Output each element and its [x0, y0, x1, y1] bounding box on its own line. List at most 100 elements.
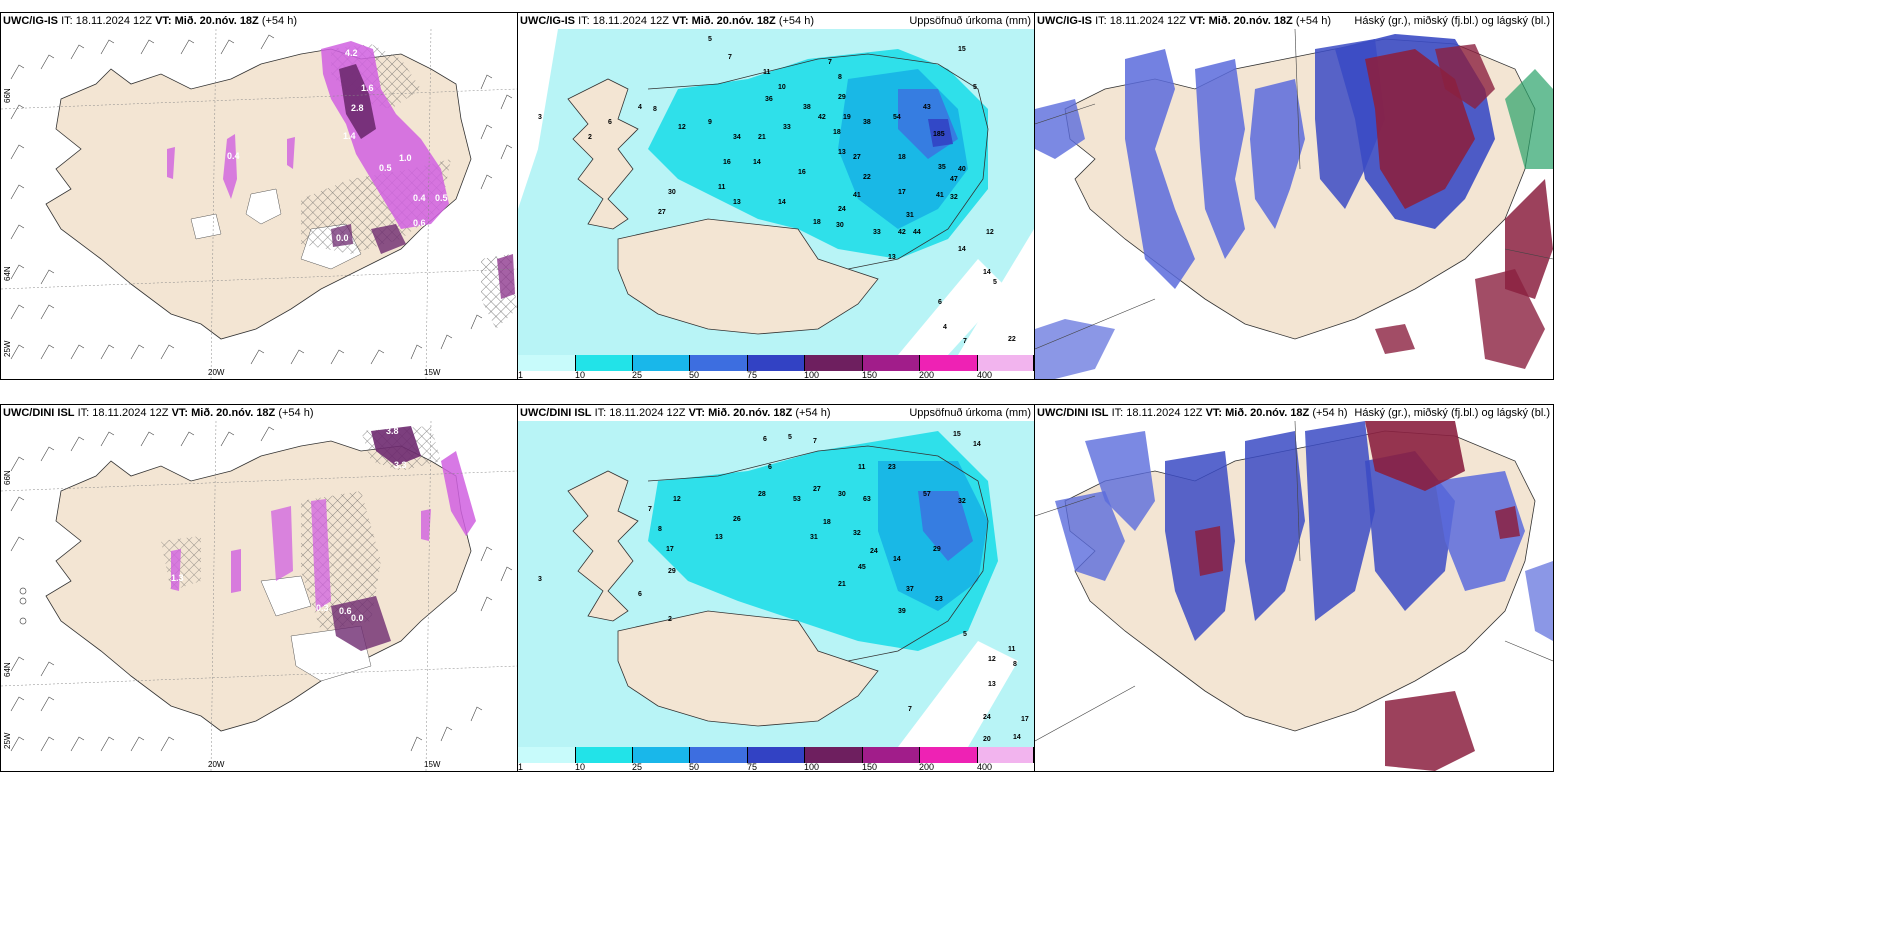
precip-value: 14 — [958, 246, 966, 253]
colorbar-tick: 100 — [804, 762, 820, 772]
precip-value: 37 — [906, 586, 914, 593]
precip-value: 7 — [728, 54, 732, 61]
lat-label: 66N — [3, 470, 12, 485]
lat-label: 64N — [3, 662, 12, 677]
precip-value: 2 — [588, 134, 592, 141]
colorbar-tick: 150 — [862, 370, 878, 380]
precip-value: 30 — [838, 491, 846, 498]
precip-value: 6 — [938, 299, 942, 306]
precip-value: 22 — [1008, 336, 1016, 343]
snow-wind-map: 4.2 1.6 2.8 1.4 1.0 0.5 0.4 0.5 0.6 0.0 … — [1, 29, 517, 379]
precip-value: 12 — [986, 229, 994, 236]
precip-value: 18 — [813, 219, 821, 226]
precip-value: 63 — [863, 496, 871, 503]
precip-map: 3 7 5 6 2 4 8 9 11 12 10 7 8 36 34 21 33… — [518, 29, 1034, 355]
precip-value: 17 — [1021, 716, 1029, 723]
colorbar-tick: 75 — [747, 370, 758, 380]
snow-label: 0.5 — [379, 163, 392, 173]
panel-header: UWC/IG-IS IT: 18.11.2024 12Z VT: Mið. 20… — [3, 15, 298, 27]
precip-value: 32 — [853, 530, 861, 537]
precip-value: 42 — [898, 229, 906, 236]
colorbar-tick: 10 — [575, 370, 586, 380]
precip-value: 29 — [668, 568, 676, 575]
snow-label: 1.6 — [361, 83, 374, 93]
snow-label: 2.8 — [351, 103, 364, 113]
precip-value: 12 — [988, 656, 996, 663]
precip-value: 38 — [803, 104, 811, 111]
precip-value: 9 — [708, 119, 712, 126]
snow-label: 0.0 — [351, 613, 364, 623]
lon-label: 20W — [208, 368, 225, 377]
precip-value: 3 — [538, 576, 542, 583]
precip-value: 38 — [863, 119, 871, 126]
precip-value: 33 — [783, 124, 791, 131]
cloud-map — [1035, 29, 1553, 379]
precip-value: 13 — [888, 254, 896, 261]
precip-value: 40 — [958, 166, 966, 173]
precip-value: 13 — [838, 149, 846, 156]
precip-value: 53 — [793, 496, 801, 503]
precip-value: 13 — [988, 681, 996, 688]
colorbar-tick: 50 — [689, 762, 700, 772]
precip-value: 6 — [768, 464, 772, 471]
precip-value: 35 — [938, 164, 946, 171]
precip-value: 11 — [763, 69, 771, 76]
precip-value: 21 — [758, 134, 766, 141]
precip-value: 30 — [668, 189, 676, 196]
precip-value: 7 — [963, 338, 967, 345]
precip-value: 41 — [853, 192, 861, 199]
precip-value: 26 — [733, 516, 741, 523]
snow-label: 0.6 — [413, 218, 426, 228]
precip-value: 12 — [678, 124, 686, 131]
lat-label: 64N — [3, 266, 12, 281]
panel-subtitle: Háský (gr.), miðský (fj.bl.) og lágský (… — [1354, 407, 1550, 419]
precip-value: 11 — [858, 464, 866, 471]
snow-label: 1.4 — [343, 131, 356, 141]
precip-value: 6 — [638, 591, 642, 598]
precip-value: 45 — [858, 564, 866, 571]
colorbar-tick: 10 — [575, 762, 586, 772]
panel-subtitle: Uppsöfnuð úrkoma (mm) — [909, 15, 1031, 27]
precip-value: 27 — [853, 154, 861, 161]
panel-header: UWC/DINI ISL IT: 18.11.2024 12Z VT: Mið.… — [1037, 407, 1348, 419]
precip-value: 44 — [913, 229, 921, 236]
snow-label: 0.5 — [435, 193, 448, 203]
precip-value: 33 — [873, 229, 881, 236]
precip-value: 47 — [950, 176, 958, 183]
colorbar-tick: 400 — [977, 762, 993, 772]
precip-value: 30 — [836, 222, 844, 229]
lat-label: 25W — [3, 340, 12, 357]
precip-value: 17 — [666, 546, 674, 553]
snow-label: 0.0 — [336, 233, 349, 243]
lat-label: 66N — [3, 88, 12, 103]
precip-value: 14 — [893, 556, 901, 563]
precip-value: 24 — [870, 548, 878, 555]
map-panel-clouds-dini: UWC/DINI ISL IT: 18.11.2024 12Z VT: Mið.… — [1034, 404, 1554, 772]
precip-value: 18 — [833, 129, 841, 136]
precip-value: 13 — [715, 534, 723, 541]
precip-value: 22 — [863, 174, 871, 181]
snow-label: 0.4 — [413, 193, 426, 203]
precip-value: 5 — [993, 279, 997, 286]
precip-value: 39 — [898, 608, 906, 615]
precip-value: 7 — [648, 506, 652, 513]
precip-value: 3 — [538, 114, 542, 121]
colorbar-tick: 75 — [747, 762, 758, 772]
precip-value: 19 — [843, 114, 851, 121]
panel-header: UWC/IG-IS IT: 18.11.2024 12Z VT: Mið. 20… — [520, 15, 815, 27]
precip-value: 29 — [838, 94, 846, 101]
lon-label: 15W — [424, 760, 441, 769]
precip-value: 16 — [798, 169, 806, 176]
lon-label: 20W — [208, 760, 225, 769]
precip-value: 54 — [893, 114, 901, 121]
precip-value: 15 — [958, 46, 966, 53]
panel-header: UWC/DINI ISL IT: 18.11.2024 12Z VT: Mið.… — [520, 407, 831, 419]
colorbar-tick: 200 — [919, 370, 935, 380]
precip-value: 20 — [983, 736, 991, 743]
precip-value: 5 — [708, 36, 712, 43]
colorbar-tick: 1 — [518, 762, 524, 772]
snow-label: 3.3 — [394, 460, 407, 470]
precip-value: 14 — [983, 269, 991, 276]
precip-value: 27 — [813, 486, 821, 493]
precip-map: 6 5 7 6 11 23 15 14 3 7 8 12 17 26 29 28… — [518, 421, 1034, 747]
